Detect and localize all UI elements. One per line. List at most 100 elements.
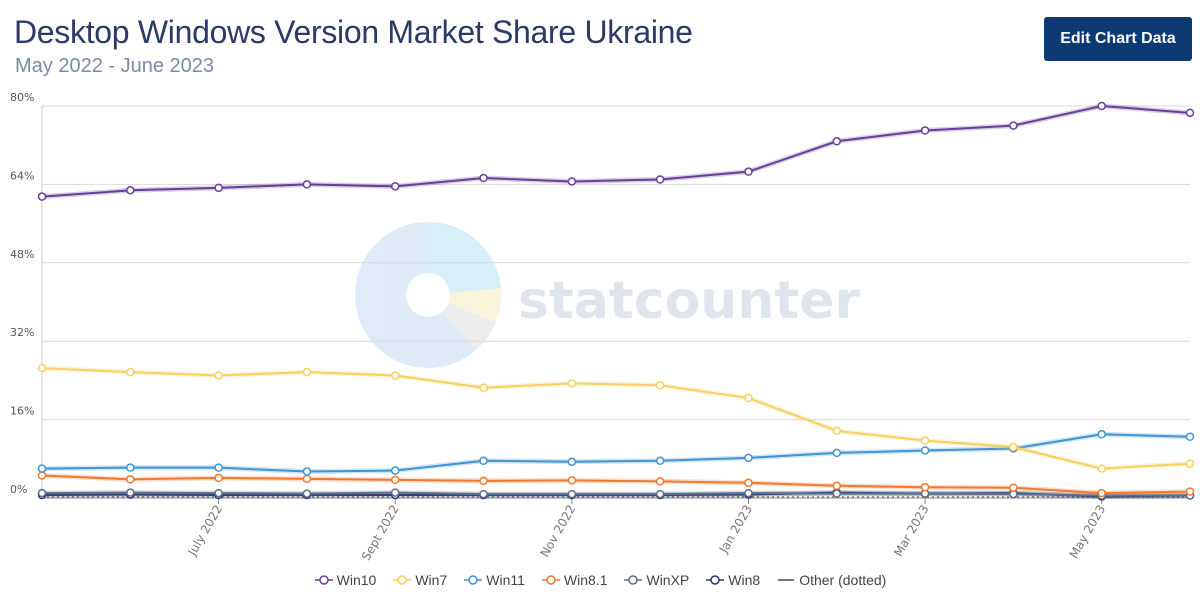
data-point-winxp[interactable] [655, 489, 665, 499]
data-point-win7[interactable] [37, 363, 47, 373]
data-point-win10[interactable] [390, 182, 400, 191]
data-point-winxp[interactable] [567, 489, 577, 499]
data-point-winxp[interactable] [390, 488, 400, 497]
data-point-win7[interactable] [302, 367, 312, 377]
data-point-winxp[interactable] [37, 488, 47, 498]
legend-swatch-icon [624, 575, 643, 585]
data-point-win8-1[interactable] [479, 476, 488, 486]
data-point-win7[interactable] [126, 367, 135, 377]
legend-item-win7[interactable]: Win7 [392, 572, 447, 588]
data-point-win7[interactable] [1185, 459, 1195, 468]
data-point-win8-1[interactable] [655, 477, 665, 486]
data-point-win7[interactable] [390, 371, 400, 380]
legend-item-winxp[interactable]: WinXP [623, 572, 689, 588]
legend-swatch-icon [314, 575, 333, 585]
series-win11 [37, 430, 1195, 476]
series-line-winxp [41, 491, 1190, 497]
edit-chart-data-button[interactable]: Edit Chart Data [1044, 17, 1192, 61]
data-point-win10[interactable] [1009, 121, 1018, 130]
data-point-win7[interactable] [1097, 464, 1106, 473]
data-point-win8-1[interactable] [1185, 487, 1195, 496]
data-point-win11[interactable] [479, 456, 488, 466]
legend-label: Win8.1 [563, 572, 608, 588]
data-point-win7[interactable] [655, 381, 665, 390]
data-point-win11[interactable] [1097, 430, 1106, 439]
data-point-win10[interactable] [920, 126, 930, 135]
data-point-win7[interactable] [214, 371, 223, 380]
data-point-win10[interactable] [744, 167, 753, 176]
data-point-win10[interactable] [1185, 108, 1195, 118]
data-point-win8-1[interactable] [920, 482, 930, 492]
data-point-win11[interactable] [390, 466, 400, 475]
legend: Win10 Win7 Win11 Win8.1 WinXP Win8 Other (dott… [0, 572, 1200, 592]
data-point-winxp[interactable] [126, 488, 135, 497]
data-point-win7[interactable] [744, 393, 753, 403]
data-point-win11[interactable] [126, 463, 135, 472]
legend-label: Win11 [486, 572, 525, 588]
legend-item-win10[interactable]: Win10 [314, 572, 376, 588]
data-point-winxp[interactable] [744, 488, 753, 498]
series-line-win11 [41, 433, 1191, 473]
y-tick-label: 80% [10, 91, 34, 104]
legend-item-win8-1[interactable]: Win8.1 [541, 572, 608, 588]
data-point-win7[interactable] [1009, 442, 1018, 452]
x-tick-label: Nov 2022 [537, 503, 578, 560]
data-point-win11[interactable] [1185, 432, 1195, 441]
data-point-win11[interactable] [302, 467, 312, 476]
data-point-win7[interactable] [567, 379, 577, 388]
watermark-logo-slice-cyan [428, 221, 501, 295]
data-point-win8-1[interactable] [390, 475, 400, 485]
data-point-win8-1[interactable] [126, 475, 135, 484]
data-point-win10[interactable] [1097, 101, 1106, 111]
data-point-win11[interactable] [37, 464, 47, 473]
data-point-win8-1[interactable] [1097, 488, 1106, 498]
series-halo-win11 [41, 431, 1191, 475]
data-point-win11[interactable] [832, 448, 842, 458]
data-point-win10[interactable] [832, 137, 842, 146]
legend-label: Win8 [728, 572, 761, 588]
data-point-win7[interactable] [920, 436, 930, 445]
legend-item-win11[interactable]: Win11 [463, 572, 525, 588]
data-point-win8-1[interactable] [1009, 483, 1018, 492]
data-point-win7[interactable] [832, 426, 842, 436]
data-point-win10[interactable] [655, 175, 665, 184]
series-halo-win7 [41, 365, 1191, 472]
data-point-win8-1[interactable] [744, 478, 753, 488]
data-point-win10[interactable] [302, 180, 312, 189]
data-point-winxp[interactable] [479, 489, 488, 499]
data-point-win8-1[interactable] [567, 476, 577, 485]
legend-swatch-icon [393, 575, 412, 585]
data-point-win11[interactable] [655, 456, 665, 466]
x-tick-label: Mar 2023 [891, 503, 932, 559]
series-line-win10 [41, 104, 1191, 198]
data-point-win8-1[interactable] [302, 474, 312, 484]
legend-item-win8[interactable]: Win8 [705, 572, 760, 588]
x-tick-label: May 2023 [1067, 503, 1109, 561]
data-point-win10[interactable] [567, 177, 577, 186]
legend-swatch-icon [541, 575, 560, 585]
data-point-win11[interactable] [567, 457, 577, 466]
legend-item-other-dotted[interactable]: Other (dotted) [776, 572, 886, 588]
x-axis: July 2022 Sept 2022 Nov 2022 Jan 2023 Mar 20… [185, 498, 1109, 563]
x-tick-label: July 2022 [185, 503, 226, 559]
data-point-win7[interactable] [479, 383, 488, 392]
data-point-win10[interactable] [479, 173, 488, 183]
chart-title: Desktop Windows Version Market Share Ukr… [14, 14, 693, 50]
legend-swatch-icon [778, 579, 795, 581]
data-point-win10[interactable] [126, 186, 135, 195]
data-point-winxp[interactable] [214, 488, 223, 498]
data-point-win11[interactable] [744, 453, 753, 463]
data-point-win8-1[interactable] [37, 471, 47, 480]
data-point-winxp[interactable] [832, 489, 842, 498]
legend-label: WinXP [646, 572, 690, 588]
data-point-win10[interactable] [214, 183, 223, 193]
data-point-win11[interactable] [214, 463, 223, 472]
data-point-win11[interactable] [920, 446, 930, 455]
legend-label: Other (dotted) [799, 572, 887, 588]
data-point-winxp[interactable] [302, 489, 312, 498]
series-halo-win10 [41, 103, 1191, 200]
data-point-win8-1[interactable] [214, 473, 223, 483]
data-point-win8-1[interactable] [832, 481, 842, 490]
data-point-win10[interactable] [37, 192, 47, 201]
